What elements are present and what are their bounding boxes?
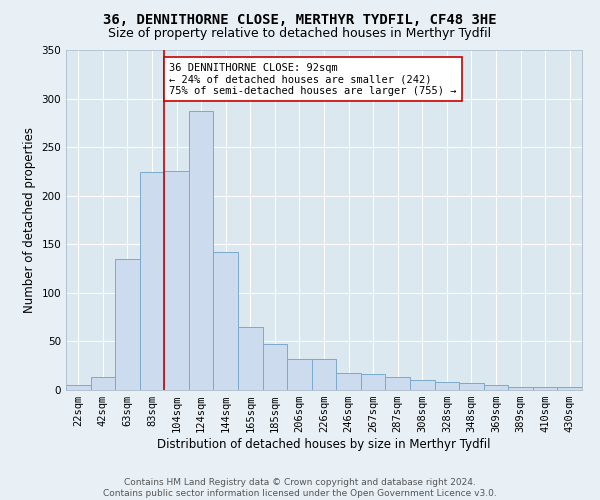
Bar xyxy=(361,374,385,390)
Text: 36 DENNITHORNE CLOSE: 92sqm
← 24% of detached houses are smaller (242)
75% of se: 36 DENNITHORNE CLOSE: 92sqm ← 24% of det… xyxy=(169,62,457,96)
Bar xyxy=(533,387,557,390)
Bar xyxy=(459,383,484,390)
Bar xyxy=(115,259,140,390)
Text: 36, DENNITHORNE CLOSE, MERTHYR TYDFIL, CF48 3HE: 36, DENNITHORNE CLOSE, MERTHYR TYDFIL, C… xyxy=(103,12,497,26)
X-axis label: Distribution of detached houses by size in Merthyr Tydfil: Distribution of detached houses by size … xyxy=(157,438,491,451)
Bar xyxy=(164,172,189,390)
Bar xyxy=(287,359,312,390)
Bar xyxy=(140,172,164,390)
Bar xyxy=(410,380,434,390)
Bar xyxy=(508,387,533,390)
Bar xyxy=(189,111,214,390)
Y-axis label: Number of detached properties: Number of detached properties xyxy=(23,127,36,313)
Bar xyxy=(385,378,410,390)
Bar xyxy=(557,387,582,390)
Text: Contains HM Land Registry data © Crown copyright and database right 2024.
Contai: Contains HM Land Registry data © Crown c… xyxy=(103,478,497,498)
Bar xyxy=(214,252,238,390)
Bar xyxy=(91,378,115,390)
Bar xyxy=(434,382,459,390)
Bar xyxy=(484,385,508,390)
Bar xyxy=(263,344,287,390)
Text: Size of property relative to detached houses in Merthyr Tydfil: Size of property relative to detached ho… xyxy=(109,28,491,40)
Bar xyxy=(312,359,336,390)
Bar xyxy=(66,385,91,390)
Bar xyxy=(238,327,263,390)
Bar xyxy=(336,374,361,390)
